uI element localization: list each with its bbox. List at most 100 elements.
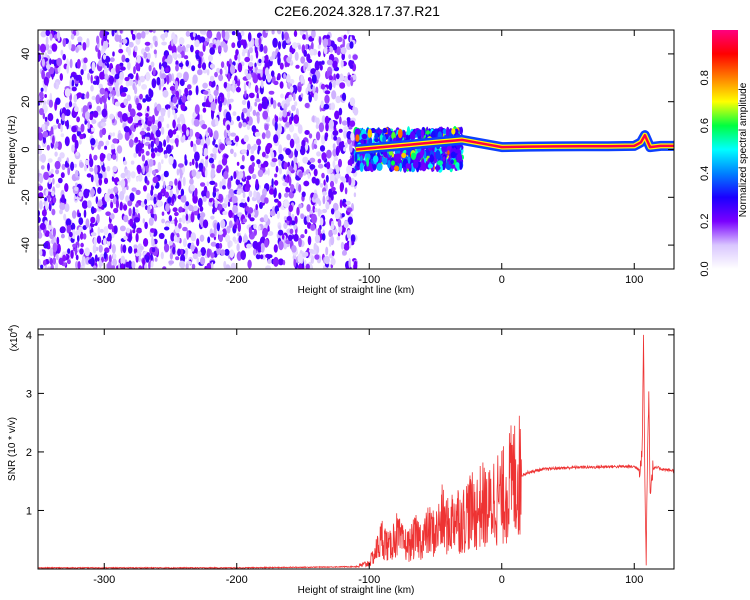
heatmap-cell	[355, 134, 360, 142]
heatmap-cell	[251, 125, 257, 133]
heatmap-cell	[103, 238, 107, 246]
heatmap-cell	[283, 31, 289, 41]
heatmap-cell	[276, 210, 280, 220]
heatmap-cell	[150, 133, 154, 140]
heatmap-cell	[347, 30, 350, 35]
heatmap-cell	[213, 186, 216, 194]
heatmap-cell	[190, 245, 196, 250]
heatmap-cell	[188, 204, 194, 212]
heatmap-cell	[101, 127, 107, 136]
heatmap-cell	[283, 216, 287, 221]
heatmap-cell	[175, 64, 179, 72]
heatmap-cell	[281, 31, 284, 41]
heatmap-cell	[194, 187, 198, 197]
heatmap-cell	[283, 199, 290, 209]
heatmap-cell	[279, 62, 284, 70]
heatmap-cell	[194, 39, 200, 48]
heatmap-cell	[144, 46, 150, 52]
heatmap-cell	[111, 244, 116, 254]
heatmap-cell	[212, 147, 218, 154]
heatmap-cell	[274, 198, 279, 203]
heatmap-cell	[111, 147, 116, 155]
heatmap-cell	[268, 90, 275, 95]
heatmap-cell	[103, 66, 108, 76]
heatmap-cell	[206, 248, 211, 258]
heatmap-cell	[96, 35, 100, 45]
heatmap-cell	[40, 31, 47, 38]
heatmap-cell	[287, 234, 293, 241]
heatmap-cell	[236, 115, 241, 122]
heatmap-cell	[263, 45, 268, 54]
heatmap-cell	[195, 52, 200, 60]
heatmap-cell	[118, 48, 124, 54]
heatmap-cell	[288, 165, 293, 172]
heatmap-cell	[304, 102, 310, 109]
heatmap-cell	[343, 76, 349, 83]
heatmap-cell	[233, 224, 237, 230]
heatmap-cell	[348, 54, 352, 59]
heatmap-cell	[352, 54, 358, 60]
heatmap-cell	[150, 147, 155, 153]
heatmap-cell	[120, 66, 126, 71]
heatmap-cell	[127, 61, 131, 71]
heatmap-cell	[90, 138, 96, 146]
heatmap-cell	[202, 196, 207, 202]
heatmap-cell	[337, 36, 343, 43]
heatmap-cell	[295, 64, 300, 69]
heatmap-cell	[186, 230, 190, 240]
heatmap-cell	[112, 258, 118, 267]
heatmap-cell	[128, 103, 132, 110]
heatmap-cell	[130, 160, 135, 165]
heatmap-cell	[348, 258, 352, 268]
heatmap-cell	[208, 80, 212, 87]
heatmap-cell	[295, 143, 301, 152]
heatmap-cell	[70, 249, 74, 259]
heatmap-cell	[156, 199, 162, 208]
heatmap-cell	[203, 95, 207, 103]
heatmap-cell	[298, 203, 303, 209]
heatmap-cell	[182, 238, 187, 248]
heatmap-cell	[104, 91, 108, 99]
heatmap-cell	[144, 160, 148, 167]
heatmap-cell	[64, 183, 69, 192]
heatmap-cell	[244, 68, 248, 76]
heatmap-cell	[320, 183, 324, 188]
heatmap-cell	[148, 217, 154, 226]
heatmap-cell	[334, 110, 340, 120]
heatmap-cell	[228, 220, 233, 229]
heatmap-cell	[306, 204, 311, 212]
heatmap-cell	[294, 215, 298, 224]
heatmap-cell	[293, 223, 297, 230]
heatmap-cell	[44, 197, 47, 202]
heatmap-cell	[173, 113, 177, 120]
heatmap-cell	[88, 259, 94, 265]
heatmap-cell	[339, 82, 346, 89]
heatmap-cell	[161, 188, 166, 194]
heatmap-cell	[205, 101, 209, 108]
heatmap-cell	[47, 223, 53, 230]
heatmap-cell	[237, 53, 241, 63]
heatmap-cell	[235, 86, 241, 93]
heatmap-cell	[290, 184, 295, 192]
heatmap-cell	[60, 133, 65, 138]
heatmap-cell	[95, 138, 98, 147]
heatmap-cell	[177, 53, 182, 59]
heatmap-cell	[250, 148, 255, 155]
snr-ytick-label: 1	[26, 505, 32, 517]
heatmap-cell	[214, 71, 218, 78]
heatmap-cell	[367, 128, 372, 138]
heatmap-cell	[52, 196, 57, 204]
heatmap-cell	[248, 46, 253, 54]
colorbar-tick-label: 0.2	[699, 214, 711, 229]
heatmap-cell	[279, 116, 283, 122]
heatmap-cell	[346, 207, 353, 213]
heatmap-cell	[99, 87, 106, 95]
heatmap-cell	[382, 127, 388, 134]
heatmap-cell	[156, 76, 161, 86]
heatmap-cell	[137, 79, 142, 87]
heatmap-cell	[242, 235, 248, 243]
heatmap-cell	[432, 146, 435, 152]
heatmap-cell	[314, 208, 318, 213]
heatmap-cell	[84, 247, 90, 257]
heatmap-cell	[75, 261, 79, 269]
